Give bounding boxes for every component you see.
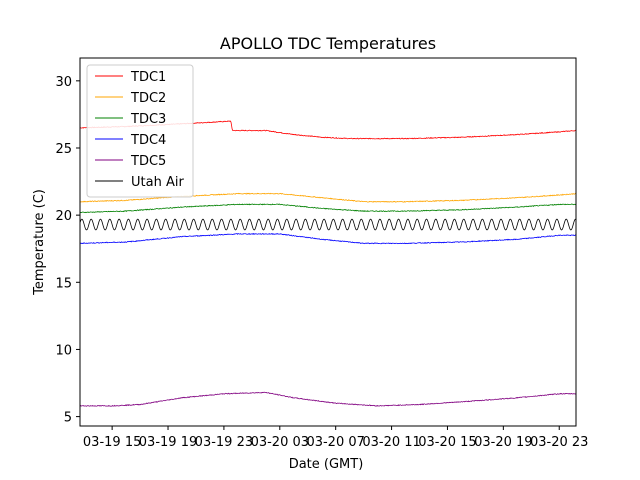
x-tick-label: 03-20 23 xyxy=(530,435,588,450)
series-line-utah-air xyxy=(79,218,577,231)
legend-label-tdc3: TDC3 xyxy=(130,112,166,127)
legend: TDC1 TDC2 TDC3 TDC4 TDC5 Utah Air xyxy=(86,64,194,198)
y-tick-label: 25 xyxy=(55,142,72,157)
series-line-tdc3 xyxy=(79,203,577,214)
x-tick-label: 03-19 15 xyxy=(83,435,141,450)
x-tick-label: 03-20 19 xyxy=(474,435,532,450)
y-tick-label: 30 xyxy=(55,75,72,90)
legend-box xyxy=(86,64,194,198)
x-tick-label: 03-19 23 xyxy=(195,435,253,450)
series-line-tdc4 xyxy=(79,232,577,245)
chart-title: APOLLO TDC Temperatures xyxy=(220,34,436,53)
y-axis-title: Temperature (C) xyxy=(32,189,47,296)
legend-label-tdc1: TDC1 xyxy=(130,70,166,85)
y-tick-label: 20 xyxy=(55,209,72,224)
x-tick-label: 03-19 19 xyxy=(139,435,197,450)
x-tick-label: 03-20 15 xyxy=(418,435,476,450)
legend-label-tdc2: TDC2 xyxy=(130,91,166,106)
x-tick-label: 03-20 07 xyxy=(306,435,364,450)
x-axis-title: Date (GMT) xyxy=(289,457,364,472)
y-tick-label: 15 xyxy=(55,276,72,291)
plot-frame xyxy=(79,57,577,427)
y-tick-label: 5 xyxy=(64,411,72,426)
x-tick-label: 03-20 11 xyxy=(362,435,420,450)
legend-label-tdc4: TDC4 xyxy=(130,133,166,148)
legend-label-utah-air: Utah Air xyxy=(131,175,184,190)
series-line-tdc5 xyxy=(79,391,577,407)
y-tick-label: 10 xyxy=(55,343,72,358)
legend-label-tdc5: TDC5 xyxy=(130,154,166,169)
x-tick-label: 03-20 03 xyxy=(251,435,309,450)
y-axis: 5 10 15 20 25 30 xyxy=(55,75,80,426)
